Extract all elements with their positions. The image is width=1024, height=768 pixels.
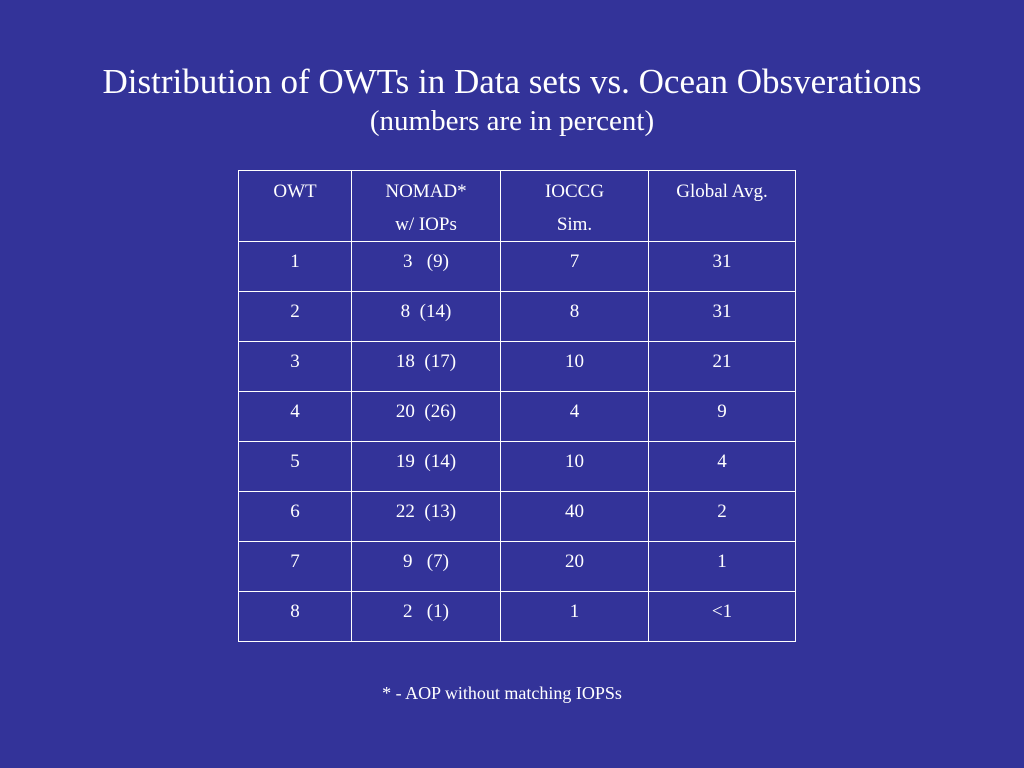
slide-title: Distribution of OWTs in Data sets vs. Oc…: [102, 62, 922, 101]
column-header-line: NOMAD*: [385, 181, 467, 202]
table-cell: 2 (1): [351, 591, 501, 642]
table-cell: 1: [500, 591, 649, 642]
table-cell: 8: [500, 291, 649, 342]
table-cell: 3 (9): [351, 241, 501, 292]
table-row: 3 18 (17) 10 21: [238, 341, 796, 392]
table-cell: 31: [648, 241, 796, 292]
column-header-line: OWT: [273, 181, 317, 202]
footnote: * - AOP without matching IOPSs: [382, 683, 622, 703]
table-cell: 19 (14): [351, 441, 501, 492]
table-cell: 40: [500, 491, 649, 542]
table-cell: 9 (7): [351, 541, 501, 592]
table-row: 6 22 (13) 40 2: [238, 491, 796, 542]
table-cell: 4: [500, 391, 649, 442]
table-cell: 10: [500, 341, 649, 392]
column-header-line: IOCCG: [544, 181, 605, 202]
table-cell: 2: [648, 491, 796, 542]
table-cell: 20 (26): [351, 391, 501, 442]
table-cell: 1: [648, 541, 796, 592]
table-body: OWT NOMAD* w/ IOPs IOCCG Sim. Global Avg. 1 3 (…: [238, 170, 796, 642]
column-header-line: Global Avg.: [676, 181, 768, 202]
table-cell: 4: [238, 391, 352, 442]
table-cell: 7: [500, 241, 649, 292]
table-header-row: OWT NOMAD* w/ IOPs IOCCG Sim. Global Avg.: [238, 170, 796, 242]
column-header: OWT: [238, 170, 352, 242]
table-row: 5 19 (14) 10 4: [238, 441, 796, 492]
table-cell: 2: [238, 291, 352, 342]
table-cell: 5: [238, 441, 352, 492]
table-cell: <1: [648, 591, 796, 642]
table-row: 4 20 (26) 4 9: [238, 391, 796, 442]
slide-subtitle: (numbers are in percent): [369, 105, 655, 137]
column-header: NOMAD* w/ IOPs: [351, 170, 501, 242]
table-cell: 10: [500, 441, 649, 492]
table-cell: 20: [500, 541, 649, 592]
table-cell: 22 (13): [351, 491, 501, 542]
table-cell: 4: [648, 441, 796, 492]
table-cell: 7: [238, 541, 352, 592]
table-cell: 31: [648, 291, 796, 342]
owt-distribution-table: OWT NOMAD* w/ IOPs IOCCG Sim. Global Avg. 1 3 (…: [238, 170, 796, 642]
table-cell: 9: [648, 391, 796, 442]
column-header-line: w/ IOPs: [395, 214, 457, 235]
column-header: IOCCG Sim.: [500, 170, 649, 242]
table-cell: 8: [238, 591, 352, 642]
column-header: Global Avg.: [648, 170, 796, 242]
table-cell: 1: [238, 241, 352, 292]
table-cell: 8 (14): [351, 291, 501, 342]
table-cell: 3: [238, 341, 352, 392]
table-cell: 6: [238, 491, 352, 542]
table-cell: 21: [648, 341, 796, 392]
table-cell: 18 (17): [351, 341, 501, 392]
column-header-line: Sim.: [556, 214, 593, 235]
